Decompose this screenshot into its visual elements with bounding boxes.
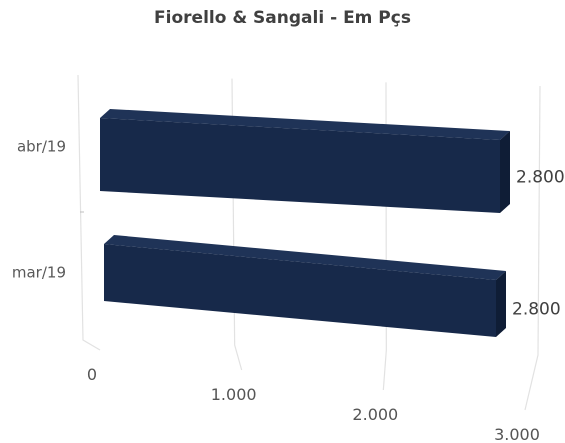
chart-title: Fiorello & Sangali - Em Pçs [154, 8, 411, 28]
gridline [524, 85, 541, 411]
x-tick-label: 2.000 [352, 405, 398, 424]
bar-layer [100, 109, 510, 337]
data-label: 2.800 [516, 168, 565, 188]
category-label: abr/19 [17, 138, 66, 156]
category-label: mar/19 [12, 264, 66, 282]
gridline [77, 74, 101, 351]
data-label: 2.800 [512, 300, 561, 320]
x-tick-label: 0 [87, 365, 97, 384]
bar [104, 235, 506, 337]
label-layer: 0 1.000 2.000 3.000 2.800 abr/19 2.800 mar/19 [12, 138, 565, 443]
bar [100, 109, 510, 213]
x-tick-label: 1.000 [211, 385, 257, 404]
x-tick-label: 3.000 [494, 425, 540, 443]
